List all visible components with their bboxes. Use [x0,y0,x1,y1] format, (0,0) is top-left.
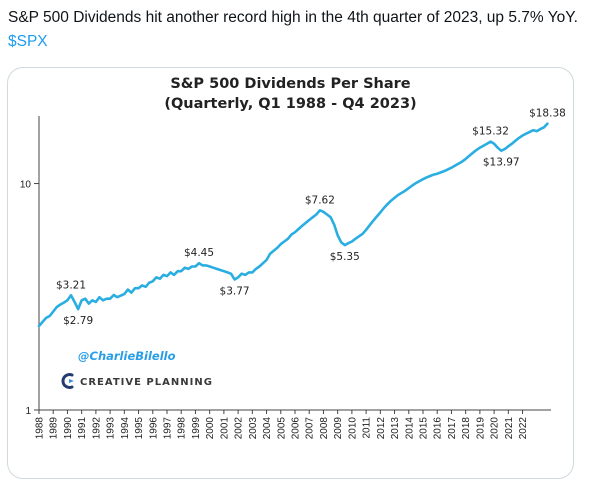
x-tick-label: 1999 [191,417,202,440]
x-tick-label: 2016 [433,417,444,440]
x-tick-label: 2021 [504,417,515,440]
tweet-body: S&P 500 Dividends hit another record hig… [8,9,578,26]
x-tick-label: 2020 [490,417,501,440]
x-tick-label: 2015 [419,417,430,440]
x-tick-label: 2005 [276,417,287,440]
y-tick-label: 10 [20,180,32,191]
x-tick-label: 1995 [134,417,145,440]
x-tick-label: 2012 [376,417,387,440]
x-tick-label: 2007 [305,417,316,440]
data-label: $3.21 [56,279,86,291]
x-tick-label: 2009 [333,417,344,440]
data-label: $7.62 [305,194,335,206]
x-tick-label: 1991 [77,417,88,440]
y-tick-label: 1 [25,406,31,417]
creative-planning-logo-icon [61,373,74,389]
data-label: $2.79 [63,315,93,327]
x-tick-label: 2017 [447,417,458,440]
x-tick-label: 2006 [291,417,302,440]
chart-title: S&P 500 Dividends Per Share [170,76,411,92]
data-label: $4.45 [184,247,214,259]
x-tick-label: 2019 [475,417,486,440]
x-tick-label: 1997 [163,417,174,440]
x-tick-label: 1993 [106,417,117,440]
data-label: $5.35 [330,251,360,263]
data-label: $18.38 [529,108,566,120]
chart-image-card[interactable]: S&P 500 Dividends Per Share (Quarterly, … [7,67,574,479]
x-tick-label: 2022 [518,417,529,440]
x-tick-label: 2001 [219,417,230,440]
dividends-line-chart: 1 10 1988 1989 1990 1991 1992 1993 1994 1995 1996 1… [20,108,566,440]
x-tick-label: 1992 [91,417,102,440]
x-tick-label: 1988 [35,417,46,440]
creative-planning-logo-text: CREATIVE PLANNING [80,377,213,388]
x-tick-label: 2011 [362,417,373,439]
x-tick-label: 1996 [148,417,159,440]
data-label: $13.97 [483,157,520,169]
watermark-handle: @CharlieBilello [78,349,176,363]
cashtag-link[interactable]: $SPX [8,33,48,50]
x-tick-label: 2018 [461,417,472,440]
x-tick-label: 1990 [63,417,74,440]
x-tick-label: 1998 [177,417,188,440]
x-tick-label: 1994 [120,417,131,440]
creative-planning-logo-accent [69,379,74,383]
data-label: $3.77 [220,285,250,297]
x-tick-label: 2010 [347,417,358,440]
x-tick-label: 2008 [319,417,330,440]
chart-subtitle: (Quarterly, Q1 1988 - Q4 2023) [164,96,417,112]
x-tick-label: 2002 [234,417,245,440]
x-tick-label: 1989 [49,417,60,440]
x-tick-label: 2013 [390,417,401,440]
x-tick-label: 2014 [404,417,415,440]
tweet-text: S&P 500 Dividends hit another record hig… [8,6,583,54]
data-label: $15.32 [472,126,509,138]
x-tick-label: 2004 [262,417,273,440]
x-tick-label: 2000 [205,417,216,440]
dividends-series-line [37,122,549,328]
x-tick-label: 2003 [248,417,259,440]
